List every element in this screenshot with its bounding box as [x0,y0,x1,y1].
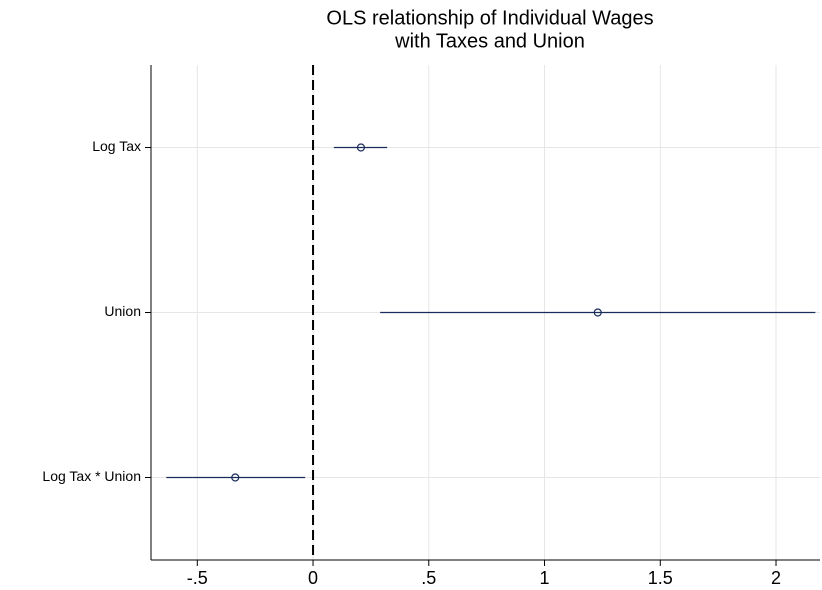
chart-title: OLS relationship of Individual Wages [326,7,653,29]
chart-title: with Taxes and Union [394,30,585,52]
x-tick-label: -.5 [187,568,208,588]
point-estimate [231,473,240,482]
y-tick-label: Log Tax * Union [42,468,141,484]
x-tick-label: 0 [308,568,318,588]
x-tick-label: .5 [421,568,436,588]
x-tick-label: 1 [540,568,550,588]
x-tick-label: 1.5 [648,568,673,588]
point-estimate [593,308,602,317]
point-estimate [356,143,366,152]
y-tick-label: Log Tax [92,138,141,154]
x-tick-label: 2 [771,568,781,588]
y-tick-label: Union [104,303,141,319]
